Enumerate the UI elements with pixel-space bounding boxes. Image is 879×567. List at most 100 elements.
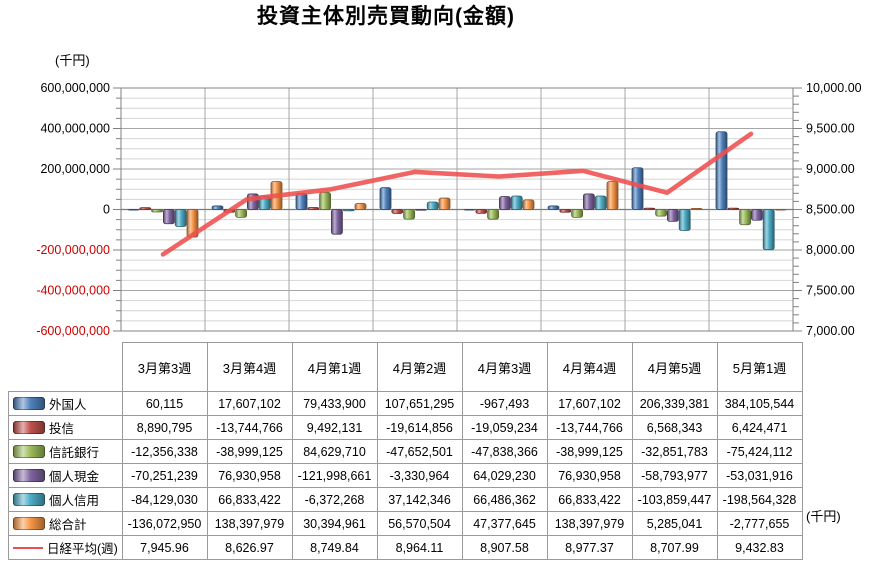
table-header-cell: 4月第4週 xyxy=(546,342,633,392)
left-axis-tick-label: -400,000,000 xyxy=(36,284,110,298)
bar-segment xyxy=(510,195,523,210)
bar-segment xyxy=(151,209,164,213)
table-value-cell: -967,493 xyxy=(461,391,548,416)
legend-key: 日経平均(週) xyxy=(9,538,121,557)
table-value-cell: 8,707.99 xyxy=(631,535,718,560)
table-value-cell: 17,607,102 xyxy=(206,391,293,416)
bar-segment xyxy=(690,208,703,210)
bar-segment xyxy=(162,209,175,225)
table-value-cell: -75,424,112 xyxy=(716,439,803,464)
table-value-cell: -136,072,950 xyxy=(121,511,208,536)
table-value-cell: 6,568,343 xyxy=(631,415,718,440)
table-value-cell: -38,999,125 xyxy=(546,439,633,464)
table-row: 信託銀行 -12,356,338 -38,999,125 84,629,710 -47,… xyxy=(8,439,803,464)
right-axis-tick-label: 9,500.00 xyxy=(806,122,855,136)
table-value-cell: -70,251,239 xyxy=(121,463,208,488)
table-value-cell: 84,629,710 xyxy=(291,439,378,464)
table-header-cell: 4月第1週 xyxy=(291,342,378,392)
right-axis-tick-label: 9,000.00 xyxy=(806,162,855,176)
right-axis-tick-label: 7,500.00 xyxy=(806,284,855,298)
table-value-cell: -13,744,766 xyxy=(206,415,293,440)
table-value-cell: 17,607,102 xyxy=(546,391,633,416)
table-value-cell: 76,930,958 xyxy=(206,463,293,488)
table-value-cell: -38,999,125 xyxy=(206,439,293,464)
table-value-cell: 66,486,362 xyxy=(461,487,548,512)
legend-key: 信託銀行 xyxy=(9,442,121,461)
table-value-cell: -19,059,234 xyxy=(461,415,548,440)
bar-segment xyxy=(571,209,583,218)
bar-segment xyxy=(127,209,140,211)
table-value-cell: -3,330,964 xyxy=(376,463,463,488)
bar-segment xyxy=(342,209,355,212)
table-value-cell: -47,652,501 xyxy=(376,439,463,464)
legend-label: 日経平均(週) xyxy=(47,542,118,556)
legend-cell: 外国人 xyxy=(8,391,123,416)
table-value-cell: -12,356,338 xyxy=(121,439,208,464)
legend-cell: 総合計 xyxy=(8,511,123,536)
legend-label: 投信 xyxy=(49,422,75,436)
bar-segment xyxy=(643,207,656,210)
table-value-cell: 8,749.84 xyxy=(291,535,378,560)
left-axis-tick-label: -200,000,000 xyxy=(36,243,110,257)
legend-label: 個人信用 xyxy=(49,494,100,508)
bar-segment xyxy=(631,167,644,210)
table-value-cell: 8,977.37 xyxy=(546,535,633,560)
table-row: 投信 8,890,795 -13,744,766 9,492,131 -19,614,8… xyxy=(8,415,803,440)
legend-cell: 個人信用 xyxy=(8,487,123,512)
legend-label: 信託銀行 xyxy=(49,446,100,460)
table-value-cell: 47,377,645 xyxy=(461,511,548,536)
table-value-cell: 8,890,795 xyxy=(121,415,208,440)
table-value-cell: -32,851,783 xyxy=(631,439,718,464)
table-value-cell: 6,424,471 xyxy=(716,415,803,440)
table-row: 個人現金 -70,251,239 76,930,958 -121,998,661 -3,… xyxy=(8,463,803,488)
bar-segment xyxy=(594,195,607,210)
right-axis-tick-label: 8,000.00 xyxy=(806,243,855,257)
table-header-cell: 4月第2週 xyxy=(376,342,463,392)
bar-segment xyxy=(319,191,332,210)
bar-segment xyxy=(354,202,367,210)
table-value-cell: -2,777,655 xyxy=(716,511,803,536)
bar-segment xyxy=(379,187,392,210)
bar-segment xyxy=(751,209,763,221)
right-axis-unit-label: (千円) xyxy=(806,509,841,524)
legend-key: 個人現金 xyxy=(9,466,121,485)
bar-segment xyxy=(559,209,572,213)
legend-bar-swatch xyxy=(13,493,45,506)
bar-segment xyxy=(295,193,308,210)
table-value-cell: 76,930,958 xyxy=(546,463,633,488)
table-value-cell: 138,397,979 xyxy=(206,511,293,536)
table-row: 総合計 -136,072,950 138,397,979 30,394,961 56,5… xyxy=(8,511,803,536)
left-axis-tick-label: -600,000,000 xyxy=(36,324,110,338)
legend-label: 個人現金 xyxy=(49,470,100,484)
table-value-cell: 37,142,346 xyxy=(376,487,463,512)
table-value-cell: 9,432.83 xyxy=(716,535,803,560)
legend-line-swatch xyxy=(13,546,43,549)
left-axis-tick-label: 400,000,000 xyxy=(40,122,110,136)
table-value-cell: 66,833,422 xyxy=(546,487,633,512)
table-value-cell: 60,115 xyxy=(121,391,208,416)
table-header-cell: 3月第3週 xyxy=(121,342,208,392)
table-value-cell: 9,492,131 xyxy=(291,415,378,440)
bar-segment xyxy=(655,209,667,217)
table-header-cell: 3月第4週 xyxy=(206,342,293,392)
table-value-cell: -198,564,328 xyxy=(716,487,803,512)
table-value-cell: 8,626.97 xyxy=(206,535,293,560)
legend-bar-swatch xyxy=(13,445,45,458)
bar-segment xyxy=(715,131,728,210)
left-axis-tick-label: 200,000,000 xyxy=(40,162,110,176)
table-row: 外国人 60,115 17,607,102 79,433,900 107,651,295… xyxy=(8,391,803,416)
chart-title: 投資主体別売買動向(金額) xyxy=(257,5,515,28)
bar-segment xyxy=(438,197,451,210)
table-row: 日経平均(週) 7,945.96 8,626.97 8,749.84 8,964.11 8… xyxy=(8,535,803,560)
legend-key: 個人信用 xyxy=(9,490,121,509)
bar-segment xyxy=(463,209,476,211)
bar-segment xyxy=(739,209,751,226)
table-value-cell: 30,394,961 xyxy=(291,511,378,536)
table-value-cell: -53,031,916 xyxy=(716,463,803,488)
table-value-cell: -13,744,766 xyxy=(546,415,633,440)
legend-label: 外国人 xyxy=(49,398,87,412)
left-axis-tick-label: 0 xyxy=(103,203,110,217)
table-header-cell: 4月第3週 xyxy=(461,342,548,392)
bar-segment xyxy=(475,209,488,214)
legend-key: 総合計 xyxy=(9,514,121,533)
